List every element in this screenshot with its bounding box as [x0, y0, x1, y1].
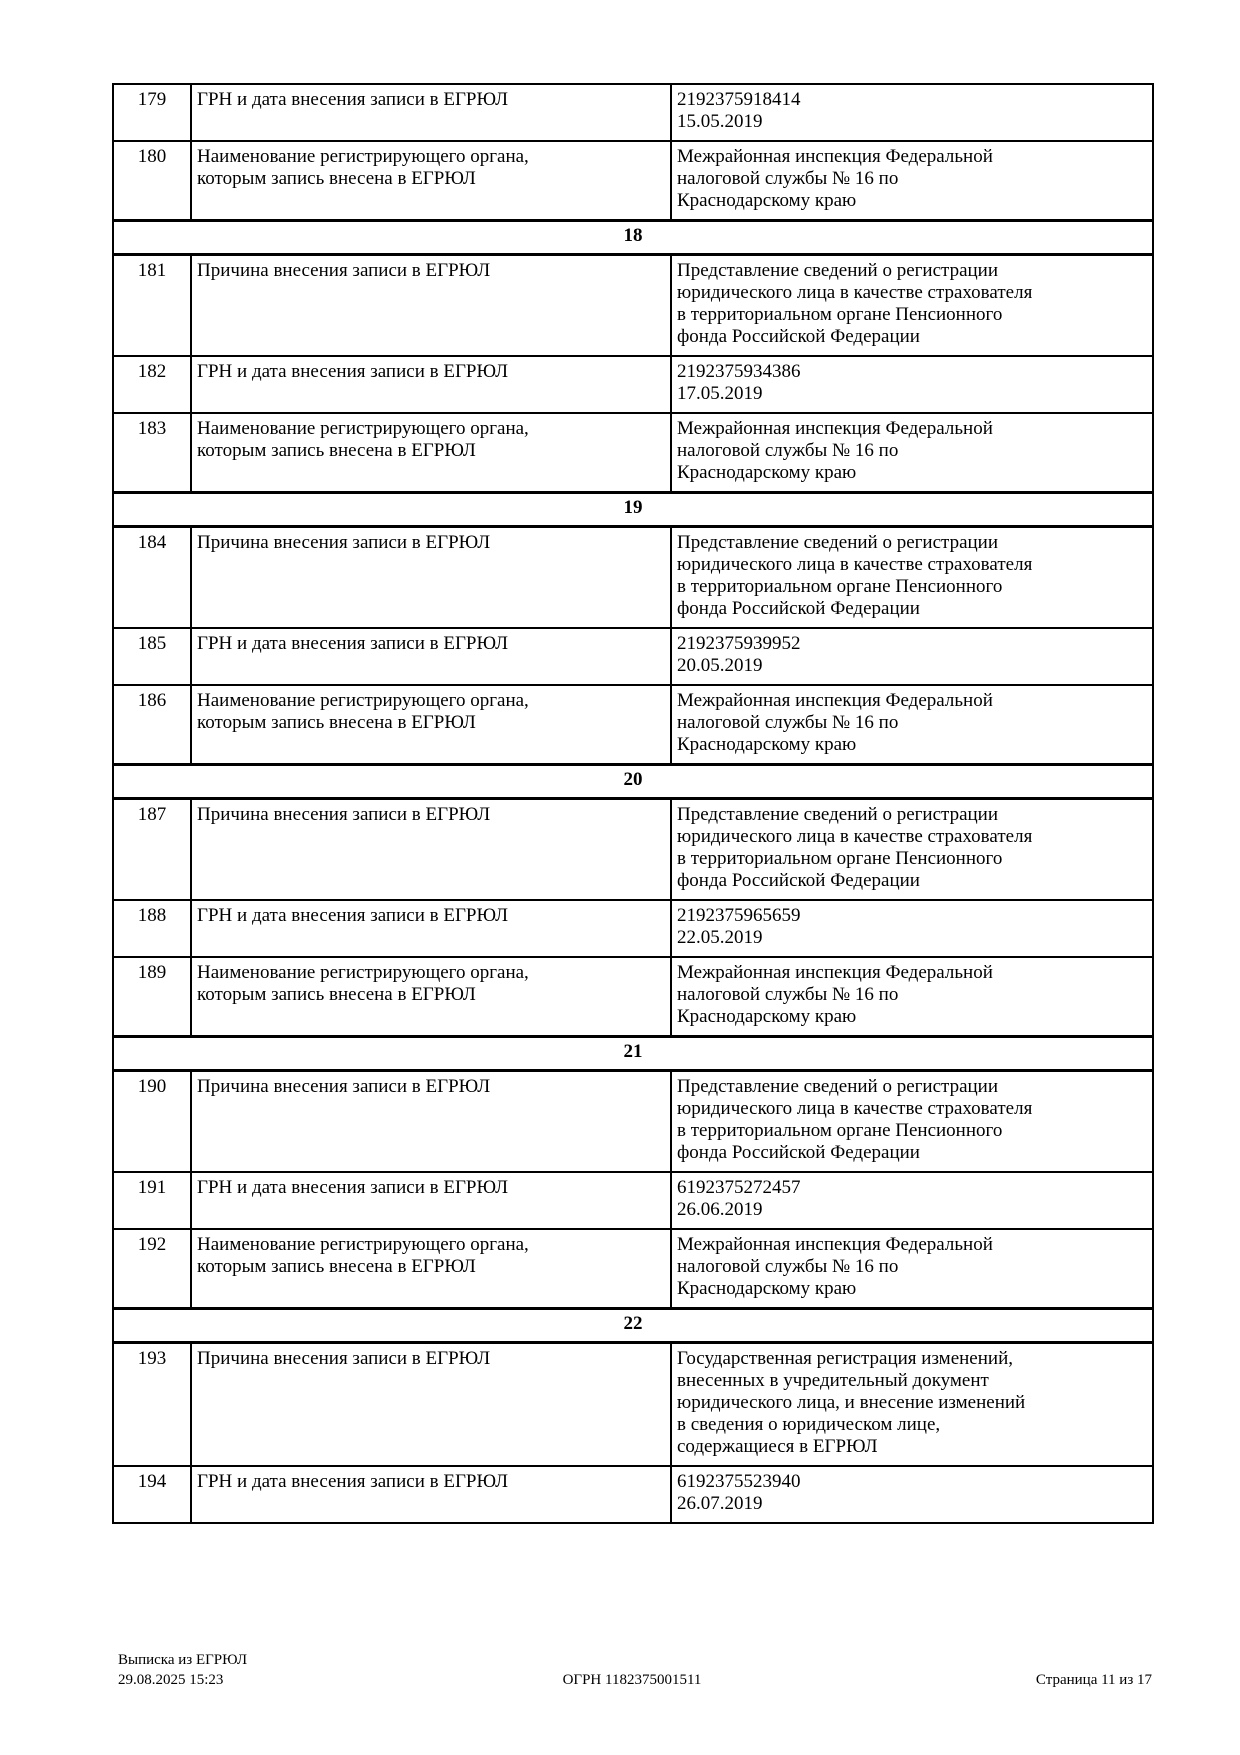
table-row: 194 ГРН и дата внесения записи в ЕГРЮЛ 6…	[112, 1465, 1154, 1524]
table-row: 182 ГРН и дата внесения записи в ЕГРЮЛ 2…	[112, 355, 1154, 414]
row-number: 194	[112, 1465, 192, 1524]
table-row: 191 ГРН и дата внесения записи в ЕГРЮЛ 6…	[112, 1171, 1154, 1230]
row-number: 179	[112, 83, 192, 142]
row-value: Межрайонная инспекция Федеральной налого…	[670, 1228, 1154, 1310]
row-value: Представление сведений о регистрации юри…	[670, 253, 1154, 357]
row-label: Причина внесения записи в ЕГРЮЛ	[190, 525, 672, 629]
section-number: 18	[112, 219, 1154, 256]
row-value: 2192375934386 17.05.2019	[670, 355, 1154, 414]
table-row: 193 Причина внесения записи в ЕГРЮЛ Госу…	[112, 1341, 1154, 1467]
egrul-records-table: 179 ГРН и дата внесения записи в ЕГРЮЛ 2…	[112, 83, 1154, 1524]
row-number: 181	[112, 253, 192, 357]
table-row: 185 ГРН и дата внесения записи в ЕГРЮЛ 2…	[112, 627, 1154, 686]
row-label: Наименование регистрирующего органа, кот…	[190, 1228, 672, 1310]
row-number: 186	[112, 684, 192, 766]
row-number: 180	[112, 140, 192, 222]
row-label: ГРН и дата внесения записи в ЕГРЮЛ	[190, 627, 672, 686]
table-row: 184 Причина внесения записи в ЕГРЮЛ Пред…	[112, 525, 1154, 629]
page-footer: Выписка из ЕГРЮЛ 29.08.2025 15:23 ОГРН 1…	[112, 1650, 1152, 1694]
row-number: 185	[112, 627, 192, 686]
row-value: 6192375523940 26.07.2019	[670, 1465, 1154, 1524]
table-row: 187 Причина внесения записи в ЕГРЮЛ Пред…	[112, 797, 1154, 901]
row-number: 182	[112, 355, 192, 414]
row-value: Межрайонная инспекция Федеральной налого…	[670, 956, 1154, 1038]
row-number: 189	[112, 956, 192, 1038]
row-number: 193	[112, 1341, 192, 1467]
row-number: 183	[112, 412, 192, 494]
row-label: ГРН и дата внесения записи в ЕГРЮЛ	[190, 355, 672, 414]
row-number: 190	[112, 1069, 192, 1173]
row-label: Наименование регистрирующего органа, кот…	[190, 412, 672, 494]
row-value: Представление сведений о регистрации юри…	[670, 525, 1154, 629]
section-row: 18	[112, 219, 1154, 256]
row-label: Наименование регистрирующего органа, кот…	[190, 956, 672, 1038]
footer-page-number: Страница 11 из 17	[1035, 1672, 1152, 1688]
table-row: 192 Наименование регистрирующего органа,…	[112, 1228, 1154, 1310]
row-label: Наименование регистрирующего органа, кот…	[190, 140, 672, 222]
section-row: 21	[112, 1035, 1154, 1072]
table-row: 180 Наименование регистрирующего органа,…	[112, 140, 1154, 222]
section-number: 21	[112, 1035, 1154, 1072]
row-number: 188	[112, 899, 192, 958]
table-row: 186 Наименование регистрирующего органа,…	[112, 684, 1154, 766]
footer-ogrn: ОГРН 1182375001511	[562, 1672, 702, 1688]
section-number: 20	[112, 763, 1154, 800]
row-label: ГРН и дата внесения записи в ЕГРЮЛ	[190, 899, 672, 958]
section-row: 19	[112, 491, 1154, 528]
section-number: 19	[112, 491, 1154, 528]
row-value: 2192375918414 15.05.2019	[670, 83, 1154, 142]
row-value: 2192375965659 22.05.2019	[670, 899, 1154, 958]
row-value: Представление сведений о регистрации юри…	[670, 1069, 1154, 1173]
row-value: Межрайонная инспекция Федеральной налого…	[670, 412, 1154, 494]
table-row: 190 Причина внесения записи в ЕГРЮЛ Пред…	[112, 1069, 1154, 1173]
table-row: 181 Причина внесения записи в ЕГРЮЛ Пред…	[112, 253, 1154, 357]
row-number: 187	[112, 797, 192, 901]
section-row: 20	[112, 763, 1154, 800]
row-value: 2192375939952 20.05.2019	[670, 627, 1154, 686]
footer-left-block: Выписка из ЕГРЮЛ 29.08.2025 15:23	[118, 1650, 247, 1690]
row-value: Представление сведений о регистрации юри…	[670, 797, 1154, 901]
footer-datetime: 29.08.2025 15:23	[118, 1672, 224, 1688]
row-label: ГРН и дата внесения записи в ЕГРЮЛ	[190, 83, 672, 142]
row-label: Причина внесения записи в ЕГРЮЛ	[190, 797, 672, 901]
row-label: ГРН и дата внесения записи в ЕГРЮЛ	[190, 1465, 672, 1524]
table-row: 183 Наименование регистрирующего органа,…	[112, 412, 1154, 494]
row-number: 191	[112, 1171, 192, 1230]
row-label: Наименование регистрирующего органа, кот…	[190, 684, 672, 766]
section-row: 22	[112, 1307, 1154, 1344]
row-value: Межрайонная инспекция Федеральной налого…	[670, 684, 1154, 766]
row-label: ГРН и дата внесения записи в ЕГРЮЛ	[190, 1171, 672, 1230]
table-row: 179 ГРН и дата внесения записи в ЕГРЮЛ 2…	[112, 83, 1154, 142]
table-row: 188 ГРН и дата внесения записи в ЕГРЮЛ 2…	[112, 899, 1154, 958]
footer-doc-title: Выписка из ЕГРЮЛ	[118, 1652, 247, 1668]
row-label: Причина внесения записи в ЕГРЮЛ	[190, 253, 672, 357]
section-number: 22	[112, 1307, 1154, 1344]
row-value: Межрайонная инспекция Федеральной налого…	[670, 140, 1154, 222]
table-row: 189 Наименование регистрирующего органа,…	[112, 956, 1154, 1038]
row-number: 184	[112, 525, 192, 629]
row-label: Причина внесения записи в ЕГРЮЛ	[190, 1069, 672, 1173]
row-value: Государственная регистрация изменений, в…	[670, 1341, 1154, 1467]
row-label: Причина внесения записи в ЕГРЮЛ	[190, 1341, 672, 1467]
row-number: 192	[112, 1228, 192, 1310]
row-value: 6192375272457 26.06.2019	[670, 1171, 1154, 1230]
